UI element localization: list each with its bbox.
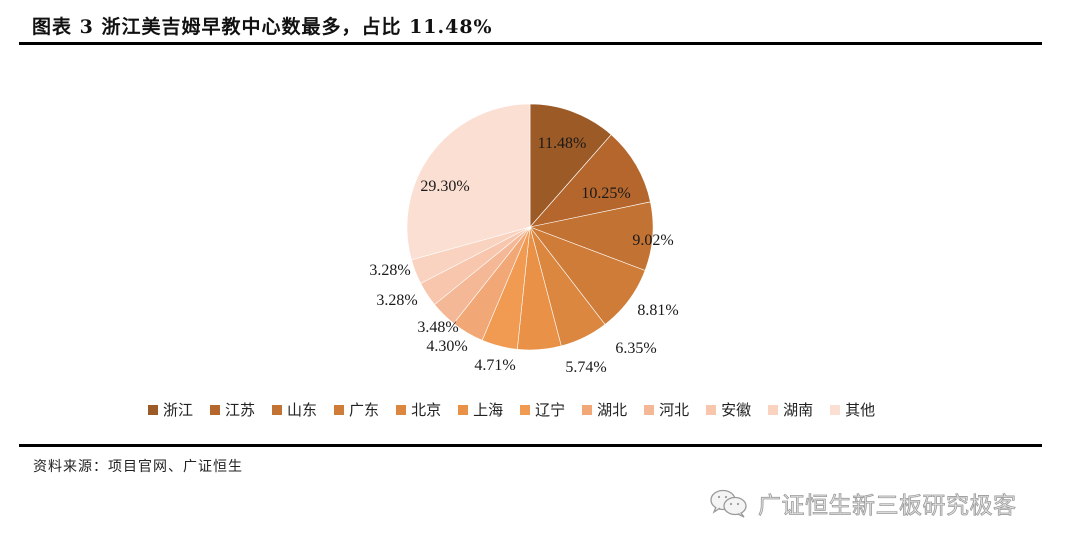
legend-swatch-icon xyxy=(582,404,593,415)
data-label: 4.71% xyxy=(474,357,515,374)
data-label: 6.35% xyxy=(615,340,656,357)
legend-label: 江苏 xyxy=(225,401,256,419)
source-note: 资料来源：项目官网、广证恒生 xyxy=(33,459,243,475)
legend-item: 江苏 xyxy=(210,399,255,420)
legend-label: 河北 xyxy=(659,401,690,419)
legend-item: 上海 xyxy=(458,399,503,420)
legend-item: 广东 xyxy=(334,399,379,420)
legend-label: 湖南 xyxy=(783,401,814,419)
pie-slice-1 xyxy=(529,134,651,228)
legend-label: 湖北 xyxy=(597,401,628,419)
legend-swatch-icon xyxy=(644,404,655,415)
legend-label: 安徽 xyxy=(721,401,752,419)
legend-swatch-icon xyxy=(148,404,158,415)
bottom-rule-divider xyxy=(19,444,1042,447)
legend-swatch-icon xyxy=(272,404,283,415)
legend-label: 辽宁 xyxy=(535,401,566,419)
legend-item: 辽宁 xyxy=(520,399,565,420)
legend-item: 河北 xyxy=(644,399,689,420)
pie-chart: 11.48% 10.25% 9.02% 8.81% 6.35% 5.74% 4.71% 4.3… xyxy=(369,103,679,376)
data-label: 10.25% xyxy=(581,185,630,202)
pie-slice-0 xyxy=(529,103,612,228)
legend-label: 上海 xyxy=(473,401,504,419)
legend-swatch-icon xyxy=(520,404,531,415)
data-label: 3.48% xyxy=(417,319,458,336)
data-label: 3.28% xyxy=(369,262,410,279)
legend-item: 湖南 xyxy=(768,399,813,420)
legend-item: 湖北 xyxy=(582,399,627,420)
legend-swatch-icon xyxy=(396,404,407,415)
data-label: 9.02% xyxy=(632,232,673,249)
legend-label: 广东 xyxy=(349,401,380,419)
data-label: 29.30% xyxy=(420,178,469,195)
legend-swatch-icon xyxy=(830,404,841,415)
data-label: 8.81% xyxy=(637,302,678,319)
legend-swatch-icon xyxy=(706,404,717,415)
chart-legend: 浙江 江苏 山东 广东 北京 上海 辽宁 湖北 河北 安徽 湖南 其他 xyxy=(148,399,892,420)
data-label: 11.48% xyxy=(538,135,587,152)
chart-title: 图表 3 浙江美吉姆早教中心数最多，占比 11.48% xyxy=(32,16,493,38)
data-label: 5.74% xyxy=(565,359,606,376)
data-label: 3.28% xyxy=(376,292,417,309)
legend-item: 浙江 xyxy=(148,399,193,420)
wechat-icon xyxy=(710,489,747,518)
legend-swatch-icon xyxy=(458,404,469,415)
legend-swatch-icon xyxy=(334,404,345,415)
legend-swatch-icon xyxy=(768,404,779,415)
legend-item: 安徽 xyxy=(706,399,751,420)
legend-label: 北京 xyxy=(411,401,442,419)
legend-item: 山东 xyxy=(272,399,317,420)
legend-label: 其他 xyxy=(845,401,876,419)
data-label: 4.30% xyxy=(426,338,467,355)
legend-item: 北京 xyxy=(396,399,441,420)
legend-item: 其他 xyxy=(830,399,875,420)
legend-label: 山东 xyxy=(287,401,318,419)
pie-slice-11 xyxy=(406,103,531,261)
watermark: 广证恒生新三板研究极客 xyxy=(708,486,1017,520)
watermark-text: 广证恒生新三板研究极客 xyxy=(758,493,1017,520)
top-rule-divider xyxy=(19,42,1042,45)
legend-label: 浙江 xyxy=(163,401,194,419)
legend-swatch-icon xyxy=(210,404,221,415)
